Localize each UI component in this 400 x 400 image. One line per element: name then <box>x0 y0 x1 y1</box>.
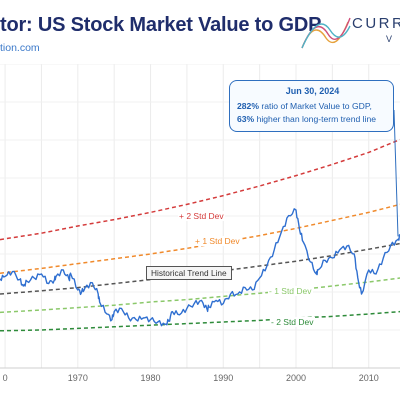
callout-diff-value: 63% <box>237 114 255 124</box>
band-minus2 <box>0 310 400 332</box>
logo-subtext: V <box>386 34 395 44</box>
band-label-minus1: - 1 Std Dev <box>268 286 313 296</box>
x-tick-label: 0 <box>3 373 8 383</box>
band-plus1 <box>0 203 400 274</box>
callout-connector <box>393 109 399 237</box>
x-tick-label: 2010 <box>359 373 379 383</box>
x-tick-label: 1990 <box>213 373 233 383</box>
band-label-plus1: + 1 Std Dev <box>194 236 241 246</box>
x-tick-label: 2000 <box>286 373 306 383</box>
band-label-plus2: + 2 Std Dev <box>178 211 225 221</box>
chart-title: tor: US Stock Market Value to GDP <box>0 14 322 36</box>
callout-line-2: 63% higher than long-term trend line <box>237 114 376 124</box>
source-url: tion.com <box>0 42 40 54</box>
logo-wordmark: CURRE <box>352 15 400 32</box>
callout-line-1: 282% ratio of Market Value to GDP, <box>237 101 372 111</box>
band-label-minus2: - 2 Std Dev <box>270 317 315 327</box>
band-minus1 <box>0 277 400 314</box>
callout-ratio-value: 282% <box>237 101 259 111</box>
series-line <box>0 208 400 327</box>
chart-header: tor: US Stock Market Value to GDP tion.c… <box>0 0 400 64</box>
annotation-callout: Jun 30, 2024 282% ratio of Market Value … <box>229 80 394 132</box>
band-plus2 <box>0 138 400 241</box>
band-label-trend: Historical Trend Line <box>146 266 232 280</box>
x-tick-label: 1980 <box>141 373 161 383</box>
callout-ratio-text: ratio of Market Value to GDP, <box>258 101 372 111</box>
x-tick-label: 1970 <box>68 373 88 383</box>
callout-date: Jun 30, 2024 <box>285 86 340 96</box>
logo-icon <box>301 17 351 49</box>
callout-diff-text: higher than long-term trend line <box>254 114 377 124</box>
